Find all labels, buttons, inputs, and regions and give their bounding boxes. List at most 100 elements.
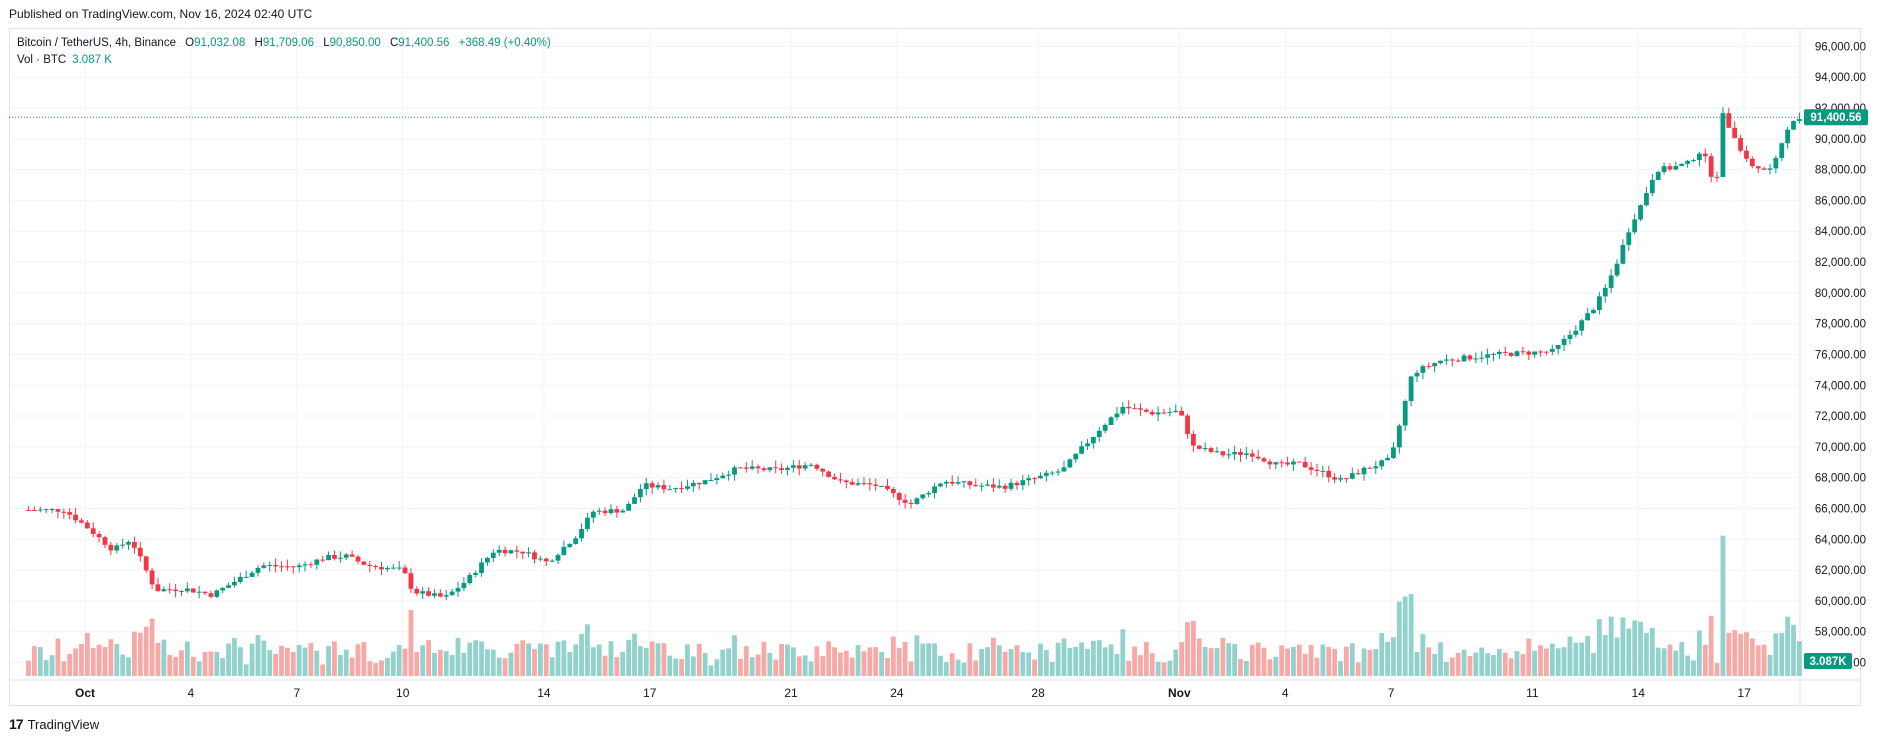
volume-bar	[1149, 653, 1155, 676]
volume-bar	[938, 655, 943, 676]
candle-body	[237, 577, 243, 582]
volume-bar	[1585, 636, 1591, 676]
volume-bar	[467, 642, 473, 676]
candle-body	[1108, 417, 1114, 425]
volume-bar	[408, 609, 414, 676]
candle-body	[96, 534, 102, 538]
candle-body	[202, 591, 208, 594]
volume-bar	[561, 640, 567, 676]
candle-body	[549, 560, 555, 562]
volume-bar	[1102, 647, 1108, 676]
volume-bar	[1591, 653, 1596, 676]
candle-body	[761, 468, 767, 471]
legend-volume-row: Vol · BTC 3.087 K	[17, 52, 557, 69]
candle-body	[90, 528, 96, 535]
volume-bar	[1391, 637, 1396, 676]
candle-body	[696, 482, 702, 485]
chart-frame[interactable]	[9, 28, 1861, 706]
volume-bar	[996, 645, 1002, 676]
candle-body	[1414, 372, 1420, 377]
candle-body	[1508, 352, 1514, 356]
candle-body	[173, 589, 179, 592]
candle-body	[1544, 351, 1549, 353]
volume-bar	[1797, 641, 1802, 676]
volume-bar	[343, 649, 349, 676]
candle-body	[1585, 313, 1591, 321]
volume-bar	[579, 633, 584, 676]
volume-bar	[696, 643, 702, 676]
volume-bar	[214, 651, 220, 676]
volume-bar	[1243, 661, 1249, 676]
volume-bar	[26, 660, 31, 676]
candle-body	[620, 510, 626, 513]
candle-body	[1573, 330, 1579, 335]
volume-bar	[449, 655, 455, 676]
candle-body	[390, 567, 396, 569]
candle-body	[855, 483, 861, 485]
candle-body	[490, 552, 496, 558]
volume-bar	[1349, 643, 1355, 676]
volume-bar	[902, 641, 908, 676]
volume-bar	[808, 661, 814, 676]
legend-price-row: Bitcoin / TetherUS, 4h, Binance O91,032.…	[17, 35, 557, 52]
candle-body	[614, 509, 620, 513]
candle-body	[296, 565, 302, 568]
x-tick-label: 10	[396, 686, 410, 700]
candle-body	[1702, 153, 1708, 157]
volume-bar	[1602, 635, 1608, 676]
symbol-title[interactable]: Bitcoin / TetherUS, 4h, Binance	[17, 37, 176, 49]
volume-bar	[1455, 652, 1461, 676]
candle-body	[1467, 355, 1473, 360]
candle-body	[385, 567, 390, 570]
candle-body	[126, 541, 131, 545]
candle-body	[1420, 366, 1426, 373]
published-caption: Published on TradingView.com, Nov 16, 20…	[9, 7, 313, 21]
candle-body	[1532, 351, 1538, 355]
candle-body	[873, 484, 879, 486]
candle-body	[1638, 205, 1643, 220]
volume-bar	[1679, 641, 1685, 676]
candle-body	[1391, 447, 1396, 458]
candle-body	[885, 485, 890, 489]
candle-body	[179, 591, 184, 593]
y-tick-label: 72,000.00	[1815, 411, 1866, 423]
candle-body	[755, 466, 761, 469]
candle-body	[649, 483, 655, 488]
volume-bar	[296, 644, 302, 676]
candle-body	[1361, 467, 1367, 475]
candle-body	[1061, 467, 1067, 472]
y-tick-label: 60,000.00	[1815, 596, 1866, 608]
volume-bar	[796, 656, 802, 676]
candle-body	[920, 494, 926, 499]
y-tick-label: 78,000.00	[1815, 319, 1866, 331]
candle-body	[1091, 437, 1096, 444]
volume-bar	[1596, 619, 1602, 676]
candle-body	[1685, 160, 1691, 164]
volume-bar	[1055, 642, 1061, 676]
volume-bar	[637, 646, 643, 676]
candle-body	[1779, 143, 1785, 158]
volume-bar	[184, 641, 190, 676]
volume-bar	[143, 626, 149, 676]
high-value: 91,709.06	[262, 37, 314, 49]
candle-body	[1696, 153, 1702, 161]
candle-body	[990, 484, 996, 488]
volume-bar	[973, 660, 979, 676]
volume-bar	[267, 650, 273, 676]
candle-body	[802, 465, 808, 469]
candle-body	[1279, 462, 1285, 464]
candle-body	[1214, 451, 1220, 453]
tradingview-logo[interactable]: 17 TradingView	[9, 716, 99, 732]
candle-body	[420, 591, 426, 594]
low-label: L	[323, 37, 330, 49]
candle-body	[1302, 461, 1308, 468]
volume-bar	[1508, 658, 1514, 676]
volume-bar	[1355, 662, 1361, 676]
volume-bar	[990, 637, 996, 676]
candle-body	[1479, 357, 1485, 359]
volume-bar	[1444, 661, 1449, 676]
candle-body	[1496, 351, 1502, 355]
volume-bar	[1085, 648, 1090, 676]
candle-body	[779, 468, 784, 470]
